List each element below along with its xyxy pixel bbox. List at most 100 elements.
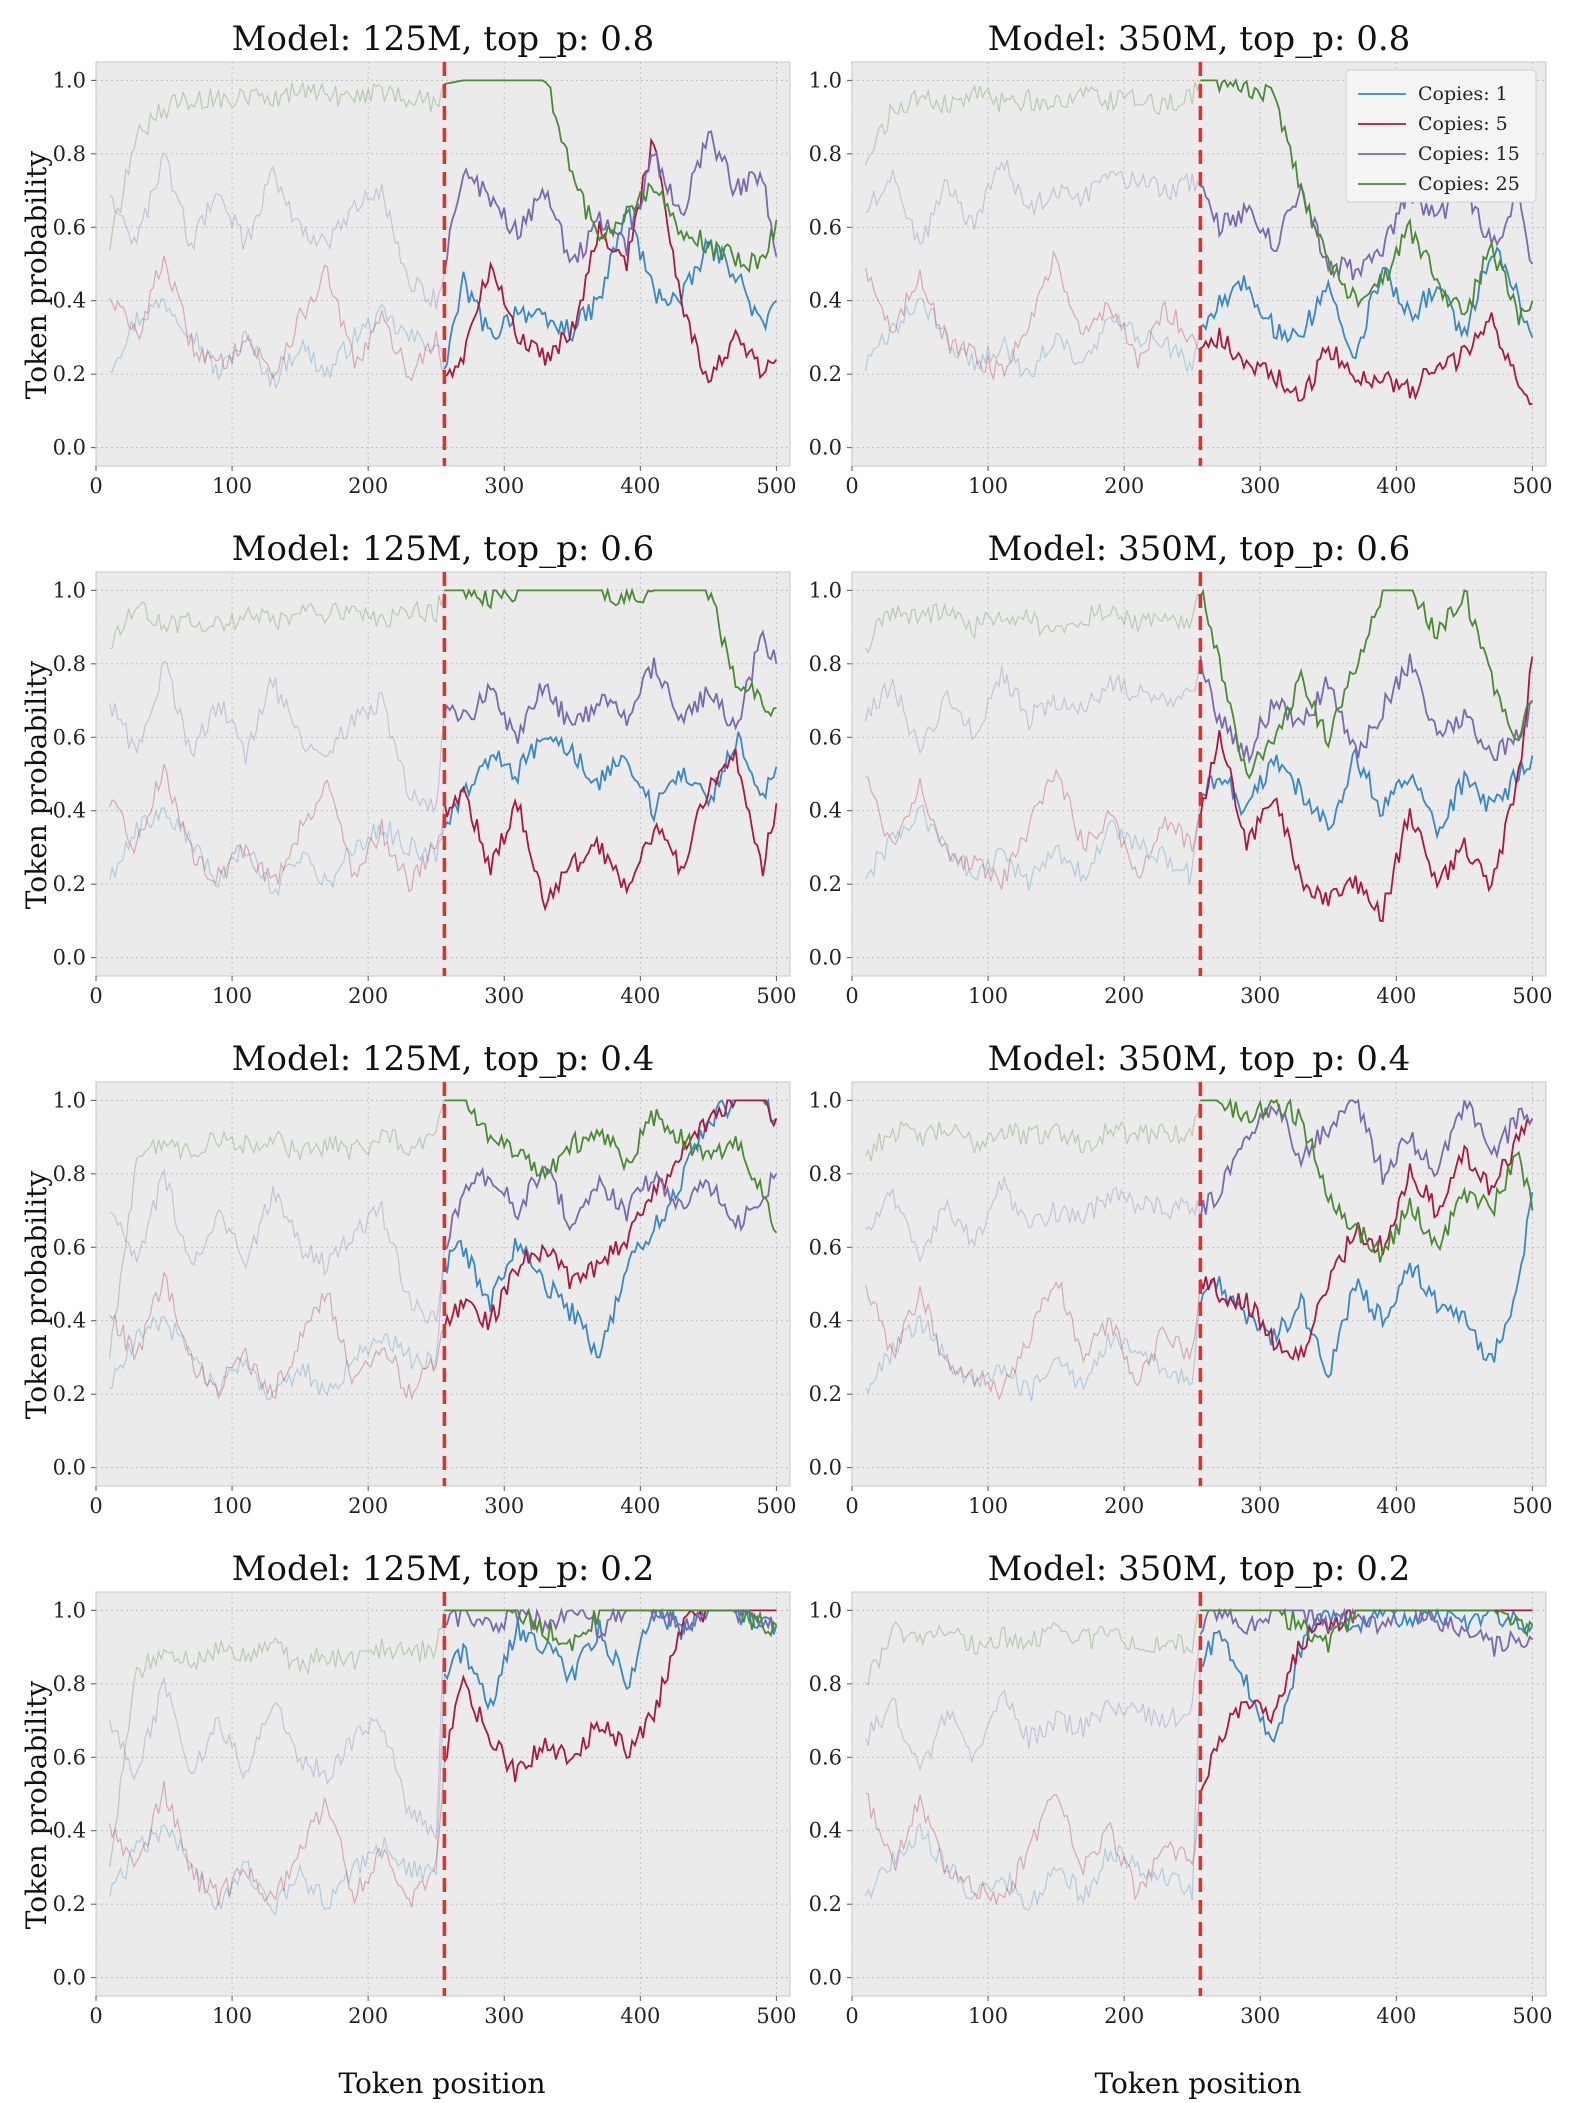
x-tick-label: 200 bbox=[348, 2004, 388, 2028]
x-tick-label: 300 bbox=[1240, 984, 1280, 1008]
y-tick-label: 0.4 bbox=[809, 1309, 842, 1333]
series-line-4 bbox=[444, 79, 778, 274]
series-line-1 bbox=[443, 1098, 777, 1359]
x-tick-label: 400 bbox=[620, 984, 660, 1008]
x-axis-label-left: Token position bbox=[338, 2067, 545, 2100]
legend-entry: Copies: 15 bbox=[1418, 143, 1520, 165]
series-line-2 bbox=[443, 748, 778, 912]
x-tick-label: 300 bbox=[1240, 2004, 1280, 2028]
series-line-4 bbox=[1200, 1097, 1534, 1263]
x-tick-label: 300 bbox=[484, 2004, 524, 2028]
x-tick-label: 100 bbox=[968, 474, 1008, 498]
chart-title: Model: 125M, top_p: 0.8 bbox=[232, 19, 655, 59]
chart-panel-3: Model: 125M, top_p: 0.6 0.0 0.2 0.4 0.6 0.8 1.… bbox=[53, 529, 797, 1008]
x-tick-label: 500 bbox=[1512, 1494, 1552, 1518]
chart-panel-6: Model: 350M, top_p: 0.4 0.0 0.2 0.4 0.6 0.8 1.… bbox=[809, 1039, 1553, 1518]
series-line-4 bbox=[444, 587, 777, 718]
y-axis-label-row-1: Token probability bbox=[20, 151, 53, 400]
y-tick-label: 1.0 bbox=[809, 1598, 842, 1622]
y-tick-label: 0.6 bbox=[809, 1235, 842, 1259]
x-tick-label: 500 bbox=[756, 474, 796, 498]
y-tick-label: 0.2 bbox=[809, 1892, 842, 1916]
legend-entry: Copies: 5 bbox=[1418, 113, 1508, 135]
series-line-1 bbox=[1199, 1192, 1534, 1379]
y-axis-label-row-2: Token probability bbox=[20, 661, 53, 910]
chart-title: Model: 125M, top_p: 0.6 bbox=[232, 529, 655, 569]
y-tick-label: 0.2 bbox=[809, 362, 842, 386]
y-tick-label: 0.0 bbox=[809, 1966, 842, 1990]
chart-panel-8: Model: 350M, top_p: 0.2 0.0 0.2 0.4 0.6 0.8 1.… bbox=[809, 1549, 1553, 2028]
legend-entry: Copies: 25 bbox=[1418, 173, 1520, 195]
chart-panel-1: Model: 125M, top_p: 0.8 0.0 0.2 0.4 0.6 0.8 1.… bbox=[53, 19, 797, 498]
x-tick-label: 100 bbox=[968, 1494, 1008, 1518]
x-tick-label: 300 bbox=[484, 984, 524, 1008]
chart-title: Model: 350M, top_p: 0.8 bbox=[988, 19, 1411, 59]
x-tick-label: 500 bbox=[756, 1494, 796, 1518]
y-tick-label: 0.0 bbox=[53, 946, 86, 970]
x-tick-label: 0 bbox=[89, 2004, 102, 2028]
series-line-2 bbox=[1199, 656, 1534, 923]
series-line-3 bbox=[1199, 653, 1534, 764]
x-tick-label: 400 bbox=[1376, 1494, 1416, 1518]
y-tick-label: 0.0 bbox=[53, 1456, 86, 1480]
y-tick-label: 0.8 bbox=[809, 1162, 842, 1186]
y-tick-label: 0.6 bbox=[53, 725, 86, 749]
x-tick-label: 500 bbox=[1512, 984, 1552, 1008]
x-tick-label: 200 bbox=[348, 984, 388, 1008]
y-tick-label: 0.2 bbox=[53, 872, 86, 896]
series-line-2 bbox=[443, 1099, 778, 1331]
chart-title: Model: 125M, top_p: 0.4 bbox=[232, 1039, 655, 1079]
y-tick-label: 0.0 bbox=[53, 1966, 86, 1990]
y-tick-label: 0.8 bbox=[809, 652, 842, 676]
y-tick-label: 0.8 bbox=[53, 1162, 86, 1186]
x-tick-label: 200 bbox=[348, 474, 388, 498]
y-tick-label: 0.8 bbox=[809, 142, 842, 166]
y-tick-label: 0.6 bbox=[53, 1745, 86, 1769]
x-tick-label: 100 bbox=[968, 2004, 1008, 2028]
x-tick-label: 300 bbox=[1240, 474, 1280, 498]
chart-title: Model: 125M, top_p: 0.2 bbox=[232, 1549, 655, 1589]
y-tick-label: 1.0 bbox=[53, 1088, 86, 1112]
y-tick-label: 0.0 bbox=[53, 436, 86, 460]
x-axis-label-right: Token position bbox=[1094, 2067, 1301, 2100]
x-tick-label: 500 bbox=[1512, 474, 1552, 498]
legend-entry: Copies: 1 bbox=[1418, 83, 1508, 105]
x-tick-label: 200 bbox=[1104, 2004, 1144, 2028]
x-tick-label: 200 bbox=[1104, 474, 1144, 498]
chart-title: Model: 350M, top_p: 0.4 bbox=[988, 1039, 1411, 1079]
y-axis-label-row-3: Token probability bbox=[20, 1171, 53, 1420]
series-line-3 bbox=[1200, 172, 1534, 281]
series-line-4 bbox=[1199, 588, 1534, 780]
series-line-1 bbox=[1199, 746, 1534, 840]
series-line-3 bbox=[443, 629, 778, 744]
y-tick-label: 1.0 bbox=[53, 1598, 86, 1622]
x-tick-label: 400 bbox=[620, 2004, 660, 2028]
legend: Copies: 1 Copies: 5 Copies: 15 Copies: 25 bbox=[1345, 69, 1537, 203]
y-tick-label: 0.8 bbox=[809, 1672, 842, 1696]
x-tick-label: 0 bbox=[89, 474, 102, 498]
y-tick-label: 0.8 bbox=[53, 142, 86, 166]
y-tick-label: 0.2 bbox=[809, 872, 842, 896]
y-tick-label: 0.4 bbox=[809, 1819, 842, 1843]
y-tick-label: 0.2 bbox=[53, 1892, 86, 1916]
y-tick-label: 0.4 bbox=[53, 1309, 86, 1333]
x-tick-label: 400 bbox=[620, 1494, 660, 1518]
y-tick-label: 0.4 bbox=[53, 289, 86, 313]
y-tick-label: 0.8 bbox=[53, 652, 86, 676]
y-axis-label-row-4: Token probability bbox=[20, 1681, 53, 1930]
y-tick-label: 0.6 bbox=[809, 1745, 842, 1769]
y-tick-label: 0.0 bbox=[809, 1456, 842, 1480]
series-line-3 bbox=[1199, 1607, 1534, 1657]
x-tick-label: 200 bbox=[1104, 1494, 1144, 1518]
series-line-2 bbox=[444, 137, 778, 384]
y-tick-label: 0.6 bbox=[53, 1235, 86, 1259]
x-tick-label: 100 bbox=[968, 984, 1008, 1008]
series-line-3 bbox=[1199, 1098, 1534, 1221]
x-tick-label: 100 bbox=[212, 474, 252, 498]
series-line-4 bbox=[444, 1607, 778, 1652]
x-tick-label: 100 bbox=[212, 1494, 252, 1518]
y-tick-label: 1.0 bbox=[809, 578, 842, 602]
x-tick-label: 0 bbox=[89, 1494, 102, 1518]
x-tick-label: 400 bbox=[620, 474, 660, 498]
